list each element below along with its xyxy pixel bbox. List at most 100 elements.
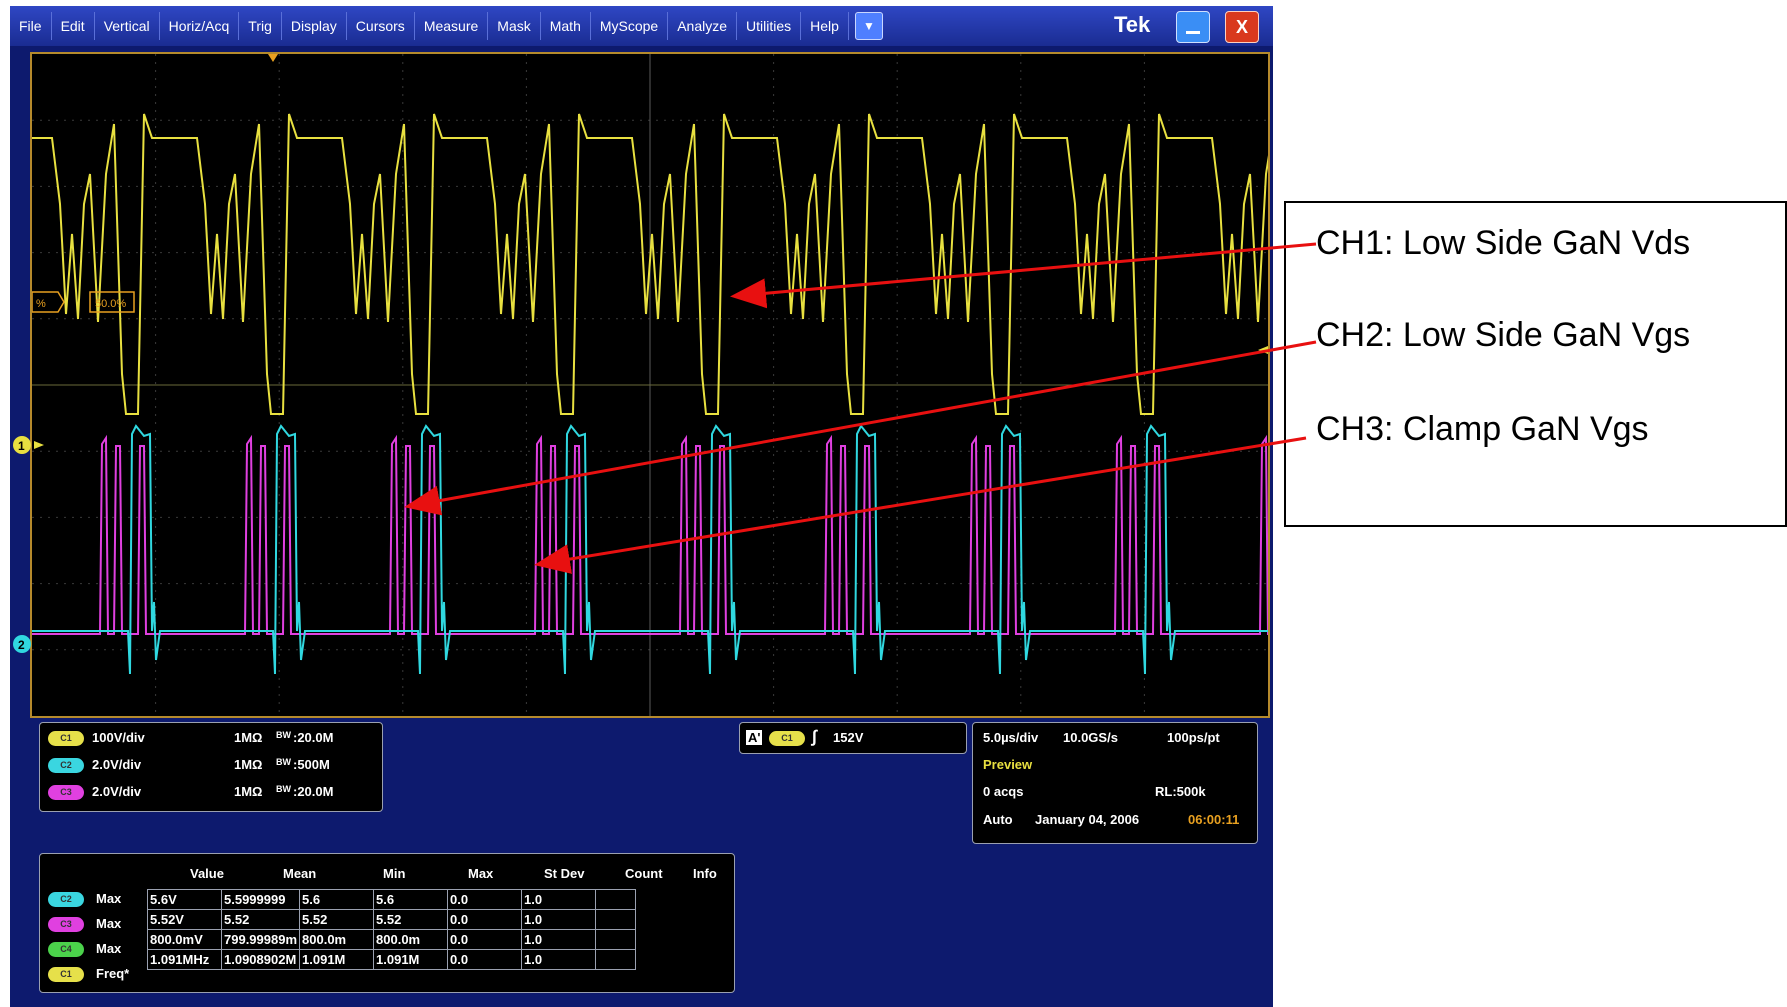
table-cell: 5.6 bbox=[299, 889, 375, 910]
menu-edit[interactable]: Edit bbox=[52, 12, 95, 40]
sample-rate: 10.0GS/s bbox=[1063, 730, 1118, 745]
menu-mask[interactable]: Mask bbox=[488, 12, 541, 40]
acquisition-panel[interactable] bbox=[972, 722, 1258, 844]
table-cell: 0.0 bbox=[447, 949, 523, 970]
meas-header-mean: Mean bbox=[283, 866, 317, 881]
table-cell: 1.091M bbox=[373, 949, 449, 970]
ch2-badge[interactable]: C2 bbox=[48, 758, 84, 773]
close-button[interactable]: X bbox=[1225, 11, 1259, 43]
meas-header-stdev: St Dev bbox=[544, 866, 585, 881]
ch2-annotation: CH2: Low Side GaN Vgs bbox=[1316, 316, 1691, 354]
menu-vertical[interactable]: Vertical bbox=[95, 12, 160, 40]
trigger-level: 152V bbox=[833, 730, 864, 745]
record-length: RL:500k bbox=[1155, 784, 1206, 799]
table-cell: 1.0 bbox=[521, 929, 597, 950]
menu-help[interactable]: Help bbox=[801, 12, 849, 40]
table-cell: 1.0 bbox=[521, 949, 597, 970]
ch1-marker-icon: 1 bbox=[13, 436, 44, 454]
ch2-coupling: 1MΩ bbox=[234, 757, 263, 772]
menu-cursors[interactable]: Cursors bbox=[347, 12, 415, 40]
meas-header-count: Count bbox=[625, 866, 663, 881]
menu-myscope[interactable]: MyScope bbox=[591, 12, 669, 40]
ch1-coupling: 1MΩ bbox=[234, 730, 263, 745]
table-cell: 5.6 bbox=[373, 889, 449, 910]
ch3-coupling: 1MΩ bbox=[234, 784, 263, 799]
ch2-marker-icon: 2 bbox=[13, 635, 31, 653]
table-cell bbox=[595, 949, 637, 970]
menu-dropdown-button[interactable]: ▼ bbox=[854, 12, 883, 40]
menu-math[interactable]: Math bbox=[541, 12, 591, 40]
table-row: 1.091MHz 1.0908902M 1.091M 1.091M 0.0 1.… bbox=[147, 949, 637, 970]
menu-display[interactable]: Display bbox=[282, 12, 347, 40]
meas-row-4-badge[interactable]: C1 bbox=[48, 967, 84, 982]
waveform-display: % 50.0% bbox=[30, 52, 1270, 718]
ch3-bw-value: :20.0M bbox=[293, 784, 334, 799]
annotation-box bbox=[1284, 201, 1787, 527]
table-row: 800.0mV 799.99989m 800.0m 800.0m 0.0 1.0 bbox=[147, 929, 637, 950]
table-cell: 0.0 bbox=[447, 889, 523, 910]
menu-trig[interactable]: Trig bbox=[239, 12, 282, 40]
table-cell: 5.52 bbox=[299, 909, 375, 930]
meas-row-4-name: Freq* bbox=[96, 966, 130, 981]
meas-row-1-name: Max bbox=[96, 891, 122, 906]
menu-measure[interactable]: Measure bbox=[415, 12, 489, 40]
svg-text:1: 1 bbox=[18, 439, 25, 453]
ch1-scale: 100V/div bbox=[92, 730, 145, 745]
channel-settings-panel bbox=[39, 722, 383, 812]
table-cell: 800.0m bbox=[299, 929, 375, 950]
meas-row-3-badge[interactable]: C4 bbox=[48, 942, 84, 957]
ch2-bw-label: BW bbox=[276, 757, 291, 767]
table-cell: 5.52 bbox=[220, 909, 301, 930]
trigger-percent-label: 50.0% bbox=[95, 298, 126, 310]
ch3-bw-label: BW bbox=[276, 784, 291, 794]
acq-count: 0 acqs bbox=[983, 784, 1024, 799]
table-cell: 1.0 bbox=[521, 889, 597, 910]
meas-row-1-badge[interactable]: C2 bbox=[48, 892, 84, 907]
menu-utilities[interactable]: Utilities bbox=[737, 12, 802, 40]
table-row: 5.6V 5.5999999 5.6 5.6 0.0 1.0 bbox=[147, 889, 637, 910]
table-cell: 5.52V bbox=[147, 909, 222, 930]
table-cell: 800.0m bbox=[373, 929, 449, 950]
menu-analyze[interactable]: Analyze bbox=[668, 12, 738, 40]
table-cell: 0.0 bbox=[447, 909, 523, 930]
trigger-percent-tag: % 50.0% bbox=[32, 291, 135, 313]
ch1-bw-value: :20.0M bbox=[293, 730, 334, 745]
ch3-badge[interactable]: C3 bbox=[48, 785, 84, 800]
meas-row-2-badge[interactable]: C3 bbox=[48, 917, 84, 932]
table-cell bbox=[595, 909, 637, 930]
ch3-scale: 2.0V/div bbox=[92, 784, 142, 799]
menu-file[interactable]: File bbox=[10, 12, 52, 40]
meas-row-3-name: Max bbox=[96, 941, 122, 956]
ch1-badge[interactable]: C1 bbox=[48, 731, 84, 746]
ch1-annotation: CH1: Low Side GaN Vds bbox=[1316, 224, 1691, 262]
table-cell: 800.0mV bbox=[147, 929, 222, 950]
menu-bar: File Edit Vertical Horiz/Acq Trig Displa… bbox=[10, 6, 1273, 46]
brand-logo: Tek bbox=[1114, 12, 1151, 37]
trigger-slope-icon: ∫ bbox=[812, 727, 817, 746]
minimize-button[interactable] bbox=[1176, 11, 1210, 43]
acq-date: January 04, 2006 bbox=[1035, 812, 1140, 827]
trigger-source-badge: C1 bbox=[769, 731, 805, 746]
svg-text:2: 2 bbox=[18, 638, 25, 652]
measurement-table: 5.6V 5.5999999 5.6 5.6 0.0 1.0 5.52V 5.5… bbox=[147, 889, 637, 970]
resolution: 100ps/pt bbox=[1167, 730, 1220, 745]
waveform-plot: % 50.0% bbox=[32, 54, 1268, 716]
table-cell: 5.5999999 bbox=[220, 889, 301, 910]
meas-header-info: Info bbox=[693, 866, 717, 881]
table-cell bbox=[595, 929, 637, 950]
acq-status: Preview bbox=[983, 757, 1033, 772]
meas-header-max: Max bbox=[468, 866, 494, 881]
graticule-grid bbox=[32, 54, 1268, 716]
table-cell: 1.091M bbox=[299, 949, 375, 970]
table-cell: 5.6V bbox=[147, 889, 222, 910]
meas-row-2-name: Max bbox=[96, 916, 122, 931]
menu-horiz-acq[interactable]: Horiz/Acq bbox=[160, 12, 240, 40]
table-cell: 0.0 bbox=[447, 929, 523, 950]
channel-markers: 1 2 bbox=[13, 436, 44, 653]
table-cell: 799.99989m bbox=[220, 929, 301, 950]
table-cell: 1.0908902M bbox=[220, 949, 301, 970]
table-row: 5.52V 5.52 5.52 5.52 0.0 1.0 bbox=[147, 909, 637, 930]
meas-header-min: Min bbox=[383, 866, 406, 881]
ch2-bw-value: :500M bbox=[293, 757, 330, 772]
table-cell: 1.0 bbox=[521, 909, 597, 930]
